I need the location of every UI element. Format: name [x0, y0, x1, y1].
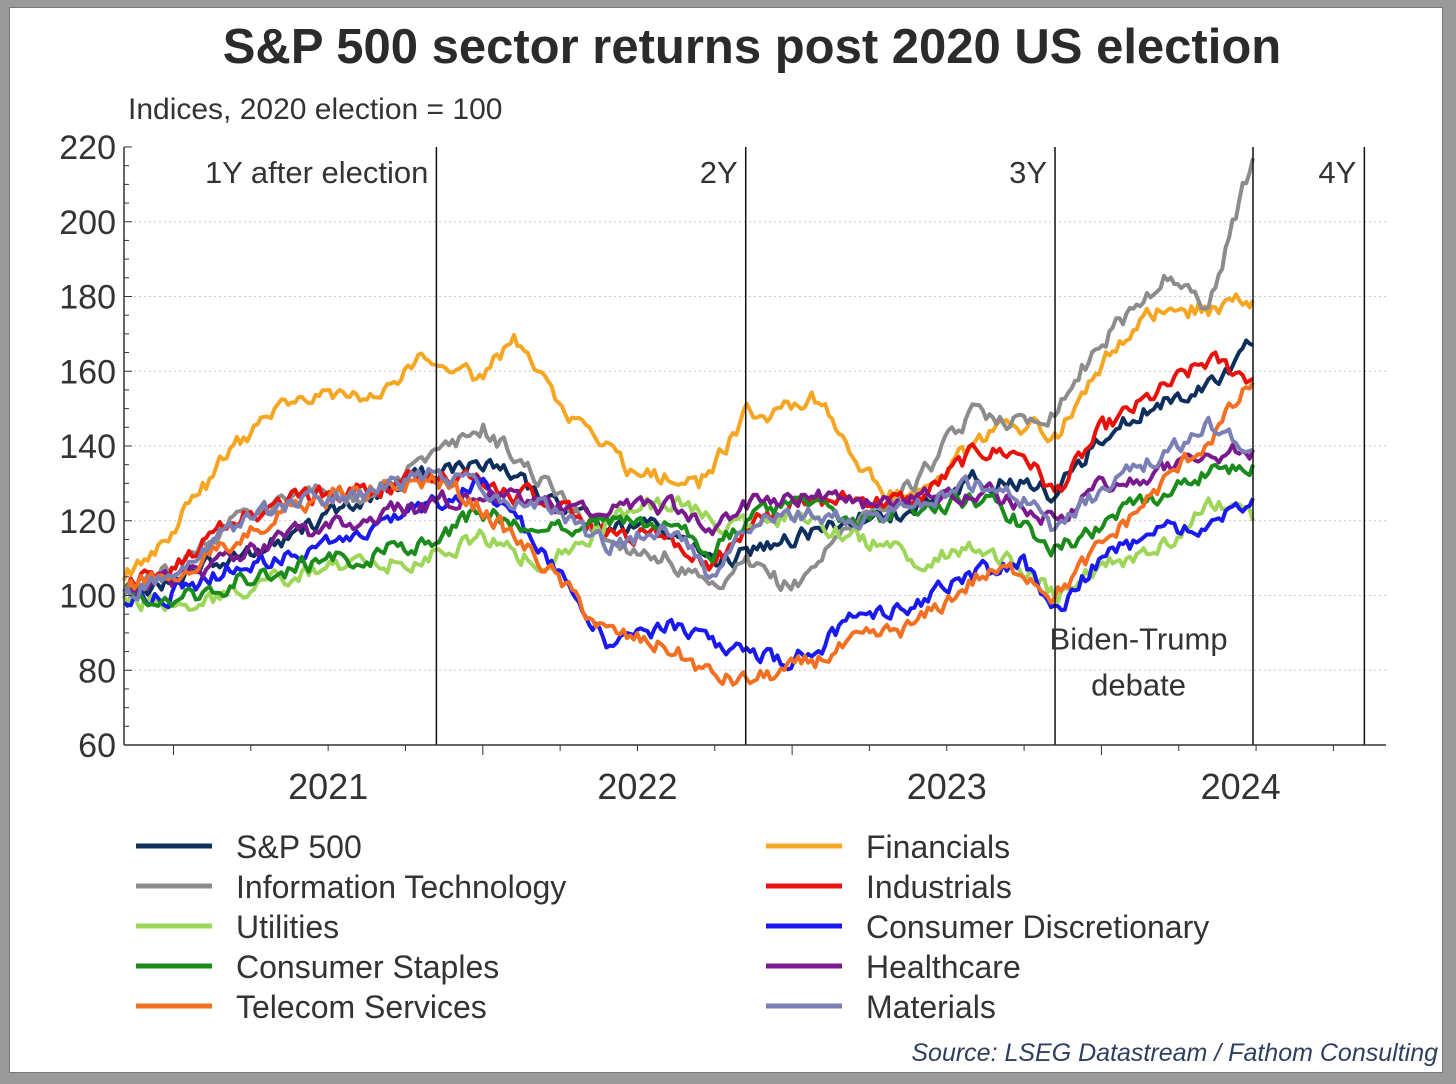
x-tick-label: 2022 — [597, 766, 677, 807]
vline-layer: 1Y after election 2Y 3Y 4Y — [205, 147, 1366, 745]
series-layer — [122, 157, 1255, 687]
y-tick-label: 200 — [59, 204, 116, 242]
vertical-marker-label: 4Y — [1318, 155, 1356, 190]
legend-label: Healthcare — [866, 949, 1021, 985]
y-tick-label: 180 — [59, 279, 116, 317]
y-tick-label: 120 — [59, 503, 116, 541]
legend-label: Industrials — [866, 869, 1012, 905]
annotation-line2: debate — [1091, 667, 1186, 702]
series-line — [122, 474, 1255, 672]
chart-frame: S&P 500 sector returns post 2020 US elec… — [9, 7, 1443, 1073]
series-line — [122, 292, 1255, 582]
x-tick-label: 2024 — [1201, 766, 1281, 807]
axis-layer: 220 200 180 160 140 120 100 80 60 2021 2022 2023 202… — [59, 129, 1386, 807]
series-line — [122, 338, 1254, 608]
series-line — [123, 381, 1255, 687]
y-tick-label: 140 — [59, 428, 116, 466]
y-tick-label: 80 — [78, 652, 116, 690]
legend: S&P 500 Information Technology Utilities Co… — [136, 829, 1209, 1025]
y-tick-label: 160 — [59, 353, 116, 391]
legend-label: Financials — [866, 829, 1010, 865]
vertical-marker-label: 2Y — [700, 155, 738, 190]
legend-label: Utilities — [236, 909, 339, 945]
y-tick-label: 220 — [59, 129, 116, 167]
series-line — [122, 415, 1254, 602]
legend-label: Information Technology — [236, 869, 566, 905]
annotation-line1: Biden-Trump — [1050, 621, 1228, 656]
chart-title: S&P 500 sector returns post 2020 US elec… — [223, 20, 1281, 74]
legend-label: Materials — [866, 989, 996, 1025]
line-chart: S&P 500 sector returns post 2020 US elec… — [59, 20, 1438, 1067]
vertical-marker-label: 1Y after election — [205, 155, 428, 190]
vertical-marker-label: 3Y — [1009, 155, 1047, 190]
series-line — [123, 350, 1255, 591]
legend-label: Consumer Discretionary — [866, 909, 1209, 945]
legend-label: Consumer Staples — [236, 949, 499, 985]
y-tick-label: 60 — [78, 727, 116, 765]
grid-layer — [124, 221, 1386, 671]
x-tick-label: 2023 — [907, 766, 987, 807]
chart-subtitle: Indices, 2020 election = 100 — [128, 93, 502, 126]
source-note: Source: LSEG Datastream / Fathom Consult… — [911, 1039, 1438, 1067]
series-line — [122, 462, 1255, 608]
annotation-layer: Biden-Trump debate — [1050, 621, 1228, 702]
legend-label: S&P 500 — [236, 829, 362, 865]
x-tick-label: 2021 — [288, 766, 368, 807]
y-tick-label: 100 — [59, 578, 116, 616]
legend-label: Telecom Services — [236, 989, 487, 1025]
